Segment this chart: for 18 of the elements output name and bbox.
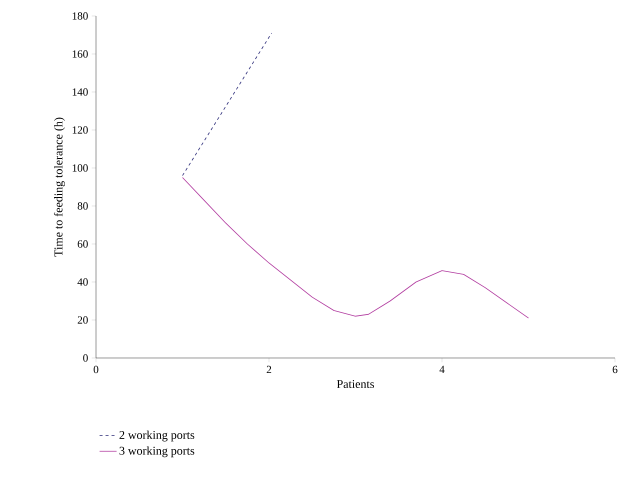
x-tick-label: 4 — [439, 366, 445, 373]
legend-label: 3 working ports — [120, 446, 194, 458]
y-tick-label: 180 — [72, 12, 88, 20]
y-tick-label: 140 — [72, 88, 88, 96]
x-tick-label: 2 — [266, 366, 272, 374]
y-tick-label: 100 — [72, 164, 88, 172]
legend-label: 2 working ports — [120, 430, 194, 442]
y-tick-label: 160 — [72, 50, 88, 58]
y-tick-label: 40 — [77, 278, 88, 286]
x-tick-label: 0 — [94, 366, 98, 374]
y-tick-label: 60 — [78, 240, 88, 248]
y-axis-title: Time to feeding tolerance (h) — [54, 118, 65, 257]
x-tick-label: 6 — [612, 366, 618, 374]
x-axis-title: Patients — [336, 380, 374, 388]
y-tick-label: 0 — [83, 354, 88, 362]
y-tick-label: 120 — [72, 126, 88, 134]
y-tick-label: 20 — [78, 316, 88, 324]
y-tick-label: 80 — [78, 202, 88, 210]
